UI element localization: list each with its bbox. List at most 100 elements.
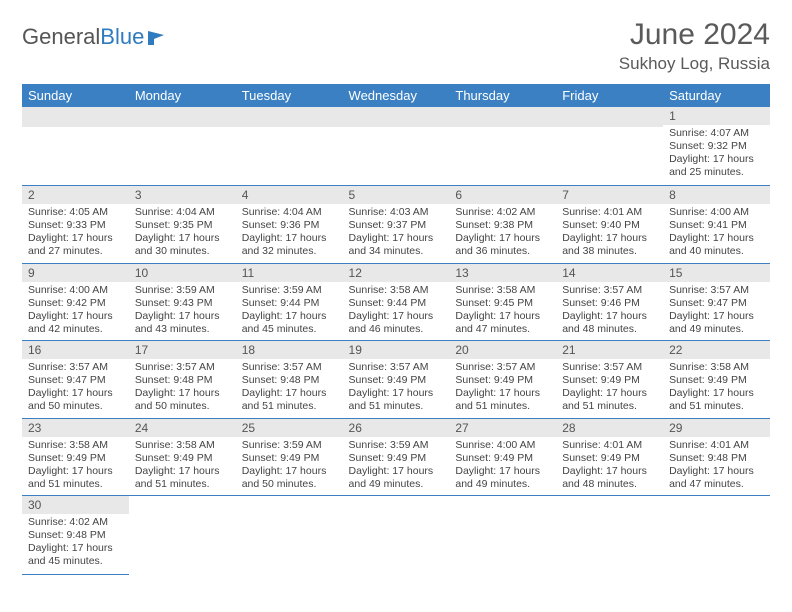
calendar-cell: 2Sunrise: 4:05 AMSunset: 9:33 PMDaylight…	[22, 186, 129, 264]
calendar-cell	[663, 496, 770, 575]
day-number: 8	[663, 186, 770, 204]
day-number: 17	[129, 341, 236, 359]
daylight-line2: and 48 minutes.	[562, 478, 657, 491]
sunset-text: Sunset: 9:41 PM	[669, 219, 764, 232]
calendar-cell: 5Sunrise: 4:03 AMSunset: 9:37 PMDaylight…	[343, 186, 450, 264]
calendar-cell	[449, 496, 556, 575]
empty-body	[556, 516, 663, 574]
daylight-line1: Daylight: 17 hours	[28, 232, 123, 245]
sunrise-text: Sunrise: 4:01 AM	[562, 439, 657, 452]
day-number: 16	[22, 341, 129, 359]
empty-strip	[556, 496, 663, 516]
daylight-line2: and 30 minutes.	[135, 245, 230, 258]
day-number: 7	[556, 186, 663, 204]
daylight-line2: and 38 minutes.	[562, 245, 657, 258]
day-details: Sunrise: 4:01 AMSunset: 9:48 PMDaylight:…	[663, 437, 770, 496]
sunrise-text: Sunrise: 3:57 AM	[562, 284, 657, 297]
empty-body	[236, 516, 343, 574]
daylight-line1: Daylight: 17 hours	[669, 465, 764, 478]
sunset-text: Sunset: 9:48 PM	[28, 529, 123, 542]
calendar-page: GeneralBlue June 2024 Sukhoy Log, Russia…	[0, 0, 792, 575]
sunrise-text: Sunrise: 3:57 AM	[455, 361, 550, 374]
sunset-text: Sunset: 9:40 PM	[562, 219, 657, 232]
calendar-cell: 9Sunrise: 4:00 AMSunset: 9:42 PMDaylight…	[22, 263, 129, 341]
calendar-cell: 20Sunrise: 3:57 AMSunset: 9:49 PMDayligh…	[449, 341, 556, 419]
sunset-text: Sunset: 9:49 PM	[28, 452, 123, 465]
sunset-text: Sunset: 9:49 PM	[562, 374, 657, 387]
sunset-text: Sunset: 9:43 PM	[135, 297, 230, 310]
title-location: Sukhoy Log, Russia	[619, 54, 770, 74]
sunrise-text: Sunrise: 4:01 AM	[669, 439, 764, 452]
daylight-line1: Daylight: 17 hours	[28, 542, 123, 555]
sunset-text: Sunset: 9:47 PM	[28, 374, 123, 387]
calendar-cell: 21Sunrise: 3:57 AMSunset: 9:49 PMDayligh…	[556, 341, 663, 419]
sunset-text: Sunset: 9:37 PM	[349, 219, 444, 232]
daylight-line2: and 51 minutes.	[669, 400, 764, 413]
calendar-cell: 11Sunrise: 3:59 AMSunset: 9:44 PMDayligh…	[236, 263, 343, 341]
daylight-line1: Daylight: 17 hours	[669, 310, 764, 323]
day-number: 19	[343, 341, 450, 359]
day-details: Sunrise: 4:00 AMSunset: 9:41 PMDaylight:…	[663, 204, 770, 263]
sunrise-text: Sunrise: 3:57 AM	[349, 361, 444, 374]
sunset-text: Sunset: 9:44 PM	[349, 297, 444, 310]
weekday-header: Friday	[556, 84, 663, 107]
daylight-line2: and 51 minutes.	[28, 478, 123, 491]
day-number: 12	[343, 264, 450, 282]
sunrise-text: Sunrise: 4:01 AM	[562, 206, 657, 219]
daylight-line2: and 51 minutes.	[455, 400, 550, 413]
empty-body	[556, 127, 663, 185]
daylight-line1: Daylight: 17 hours	[135, 232, 230, 245]
sunrise-text: Sunrise: 4:02 AM	[28, 516, 123, 529]
calendar-cell: 23Sunrise: 3:58 AMSunset: 9:49 PMDayligh…	[22, 418, 129, 496]
daylight-line2: and 45 minutes.	[242, 323, 337, 336]
sunrise-text: Sunrise: 3:59 AM	[135, 284, 230, 297]
day-details: Sunrise: 3:57 AMSunset: 9:49 PMDaylight:…	[449, 359, 556, 418]
day-number: 2	[22, 186, 129, 204]
sunrise-text: Sunrise: 3:58 AM	[455, 284, 550, 297]
sunrise-text: Sunrise: 3:59 AM	[242, 284, 337, 297]
day-number: 23	[22, 419, 129, 437]
day-number: 24	[129, 419, 236, 437]
brand-part1: General	[22, 24, 100, 50]
calendar-cell: 14Sunrise: 3:57 AMSunset: 9:46 PMDayligh…	[556, 263, 663, 341]
day-details: Sunrise: 3:58 AMSunset: 9:44 PMDaylight:…	[343, 282, 450, 341]
empty-body	[663, 516, 770, 574]
day-details: Sunrise: 3:59 AMSunset: 9:49 PMDaylight:…	[343, 437, 450, 496]
calendar-cell	[129, 107, 236, 186]
day-number: 1	[663, 107, 770, 125]
daylight-line1: Daylight: 17 hours	[349, 232, 444, 245]
day-number: 4	[236, 186, 343, 204]
calendar-cell: 4Sunrise: 4:04 AMSunset: 9:36 PMDaylight…	[236, 186, 343, 264]
calendar-cell: 17Sunrise: 3:57 AMSunset: 9:48 PMDayligh…	[129, 341, 236, 419]
calendar-cell: 28Sunrise: 4:01 AMSunset: 9:49 PMDayligh…	[556, 418, 663, 496]
calendar-cell	[343, 107, 450, 186]
brand-part2: Blue	[100, 24, 144, 50]
sunset-text: Sunset: 9:49 PM	[135, 452, 230, 465]
daylight-line2: and 51 minutes.	[562, 400, 657, 413]
sunrise-text: Sunrise: 3:57 AM	[242, 361, 337, 374]
day-details: Sunrise: 4:00 AMSunset: 9:49 PMDaylight:…	[449, 437, 556, 496]
daylight-line2: and 40 minutes.	[669, 245, 764, 258]
daylight-line1: Daylight: 17 hours	[455, 232, 550, 245]
daylight-line2: and 36 minutes.	[455, 245, 550, 258]
empty-strip	[236, 496, 343, 516]
daylight-line2: and 51 minutes.	[242, 400, 337, 413]
daylight-line1: Daylight: 17 hours	[669, 232, 764, 245]
sunset-text: Sunset: 9:46 PM	[562, 297, 657, 310]
calendar-cell: 13Sunrise: 3:58 AMSunset: 9:45 PMDayligh…	[449, 263, 556, 341]
day-number: 10	[129, 264, 236, 282]
calendar-cell: 7Sunrise: 4:01 AMSunset: 9:40 PMDaylight…	[556, 186, 663, 264]
sunrise-text: Sunrise: 3:57 AM	[669, 284, 764, 297]
sunrise-text: Sunrise: 4:00 AM	[455, 439, 550, 452]
calendar-cell: 26Sunrise: 3:59 AMSunset: 9:49 PMDayligh…	[343, 418, 450, 496]
day-details: Sunrise: 4:01 AMSunset: 9:40 PMDaylight:…	[556, 204, 663, 263]
day-details: Sunrise: 3:57 AMSunset: 9:47 PMDaylight:…	[22, 359, 129, 418]
daylight-line2: and 50 minutes.	[28, 400, 123, 413]
empty-strip	[129, 496, 236, 516]
daylight-line1: Daylight: 17 hours	[562, 387, 657, 400]
day-details: Sunrise: 3:57 AMSunset: 9:49 PMDaylight:…	[343, 359, 450, 418]
daylight-line1: Daylight: 17 hours	[242, 465, 337, 478]
day-number: 5	[343, 186, 450, 204]
day-details: Sunrise: 3:59 AMSunset: 9:44 PMDaylight:…	[236, 282, 343, 341]
sunset-text: Sunset: 9:47 PM	[669, 297, 764, 310]
